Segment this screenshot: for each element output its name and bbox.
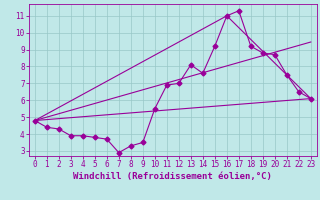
X-axis label: Windchill (Refroidissement éolien,°C): Windchill (Refroidissement éolien,°C) — [73, 172, 272, 181]
